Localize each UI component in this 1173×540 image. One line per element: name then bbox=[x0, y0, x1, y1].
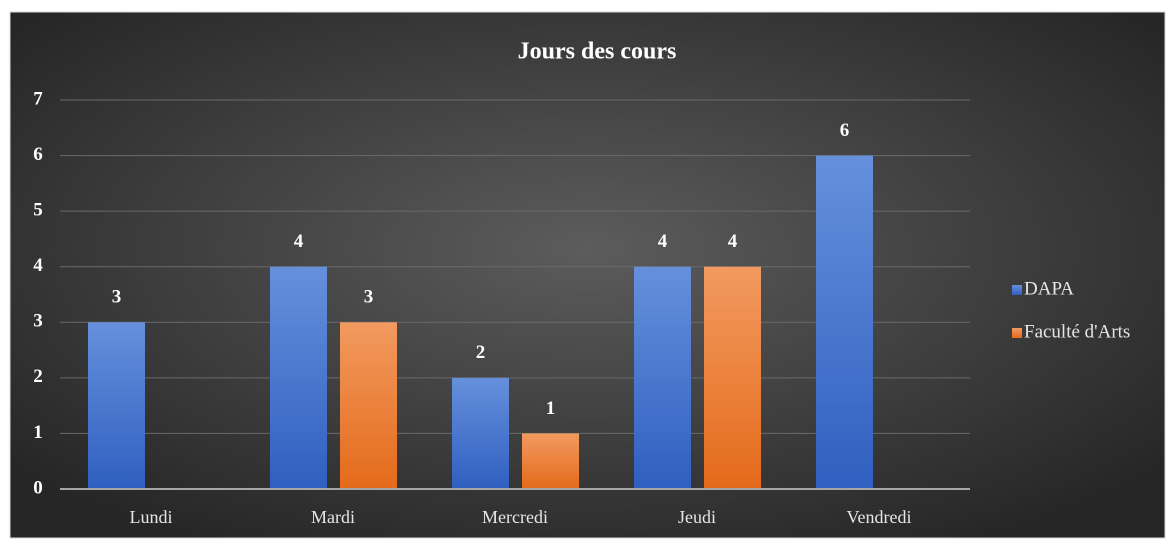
value-label: 2 bbox=[476, 342, 486, 363]
value-label: 3 bbox=[112, 287, 122, 308]
bar bbox=[816, 155, 873, 490]
x-tick-label: Mardi bbox=[311, 507, 355, 527]
y-tick-label: 1 bbox=[33, 422, 43, 443]
bar bbox=[270, 266, 327, 489]
value-label: 1 bbox=[546, 398, 556, 419]
value-label: 3 bbox=[364, 287, 374, 308]
bar bbox=[88, 322, 145, 489]
value-label: 4 bbox=[658, 231, 668, 252]
legend-label: Faculté d'Arts bbox=[1024, 321, 1130, 342]
bar bbox=[704, 266, 761, 489]
chart-title: Jours des cours bbox=[518, 39, 677, 65]
y-tick-label: 6 bbox=[33, 144, 43, 165]
y-tick-label: 4 bbox=[33, 255, 43, 276]
y-tick-label: 2 bbox=[33, 366, 43, 387]
bar bbox=[522, 433, 579, 489]
legend-swatch bbox=[1012, 285, 1022, 295]
y-tick-label: 5 bbox=[33, 200, 43, 221]
y-tick-label: 3 bbox=[33, 311, 43, 332]
x-tick-label: Mercredi bbox=[482, 507, 548, 527]
y-tick-label: 0 bbox=[33, 477, 43, 498]
value-label: 4 bbox=[728, 231, 738, 252]
value-label: 6 bbox=[840, 120, 850, 141]
y-tick-label: 7 bbox=[33, 88, 43, 109]
x-tick-label: Vendredi bbox=[847, 507, 912, 527]
value-label: 4 bbox=[294, 231, 304, 252]
bar bbox=[634, 266, 691, 489]
chart-area bbox=[9, 11, 1166, 539]
x-tick-label: Jeudi bbox=[678, 507, 716, 527]
x-tick-label: Lundi bbox=[130, 507, 173, 527]
bar bbox=[452, 377, 509, 489]
legend-swatch bbox=[1012, 328, 1022, 338]
legend-label: DAPA bbox=[1024, 278, 1074, 299]
bar bbox=[340, 322, 397, 489]
